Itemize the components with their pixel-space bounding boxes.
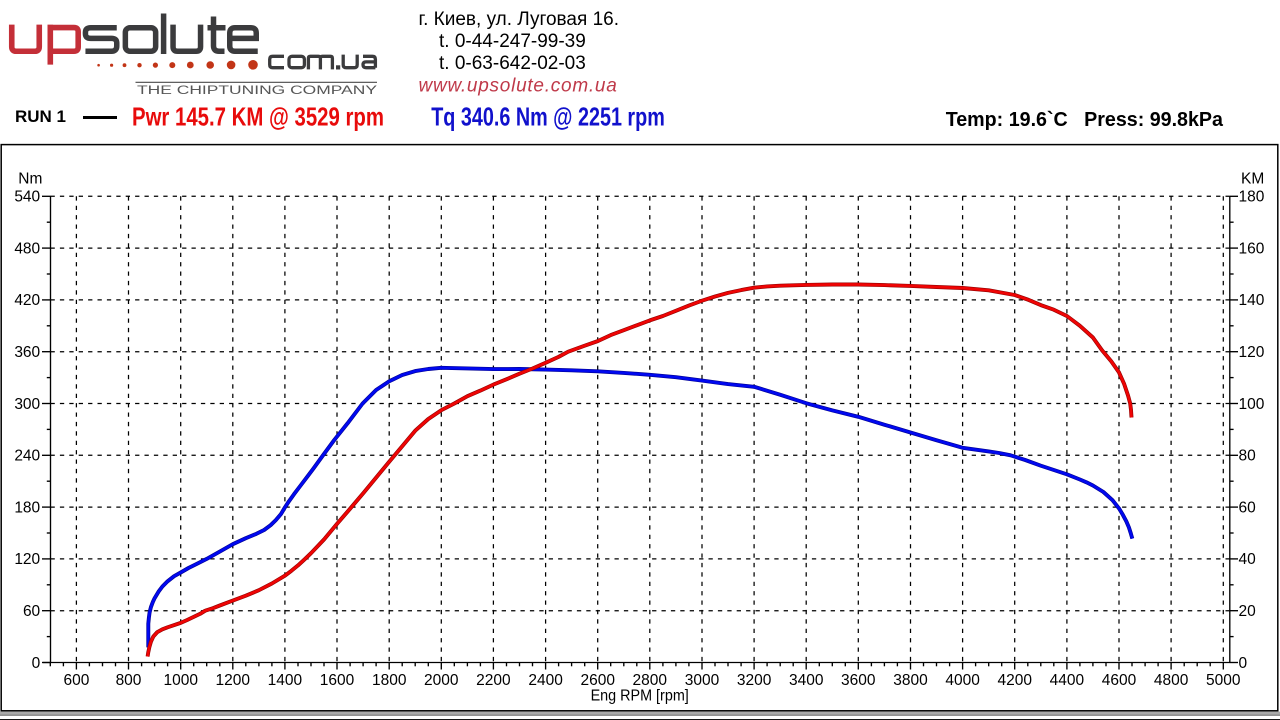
svg-text:3000: 3000 — [685, 672, 720, 689]
svg-text:0: 0 — [32, 655, 41, 672]
svg-text:2000: 2000 — [424, 672, 459, 689]
svg-text:2200: 2200 — [476, 672, 511, 689]
svg-text:2800: 2800 — [633, 672, 668, 689]
svg-text:KM: KM — [1241, 171, 1264, 188]
svg-text:t. 0-63-642-02-03: t. 0-63-642-02-03 — [439, 53, 586, 74]
svg-text:360: 360 — [14, 344, 40, 361]
svg-text:120: 120 — [1239, 344, 1265, 361]
svg-text:t. 0-44-247-99-39: t. 0-44-247-99-39 — [439, 31, 586, 52]
svg-text:160: 160 — [1239, 240, 1265, 257]
svg-text:240: 240 — [14, 448, 40, 465]
svg-text:60: 60 — [23, 603, 41, 620]
svg-text:1400: 1400 — [268, 672, 303, 689]
svg-text:80: 80 — [1239, 448, 1257, 465]
svg-text:540: 540 — [14, 189, 40, 206]
svg-text:3600: 3600 — [841, 672, 876, 689]
svg-text:140: 140 — [1239, 292, 1265, 309]
svg-text:100: 100 — [1239, 396, 1265, 413]
svg-text:Temp: 19.6`C Press: 99.8kPa: Temp: 19.6`C Press: 99.8kPa — [946, 109, 1224, 131]
svg-text:1600: 1600 — [320, 672, 355, 689]
svg-text:300: 300 — [14, 396, 40, 413]
svg-text:3800: 3800 — [893, 672, 928, 689]
svg-text:г. Киев, ул. Луговая 16.: г. Киев, ул. Луговая 16. — [419, 9, 619, 30]
svg-text:600: 600 — [63, 672, 89, 689]
svg-text:4000: 4000 — [945, 672, 980, 689]
svg-text:Pwr 145.7 KM @ 3529 rpm: Pwr 145.7 KM @ 3529 rpm — [132, 101, 384, 131]
svg-text:RUN 1: RUN 1 — [15, 107, 66, 126]
svg-text:Tq 340.6 Nm @ 2251 rpm: Tq 340.6 Nm @ 2251 rpm — [431, 101, 665, 131]
svg-text:180: 180 — [14, 499, 40, 516]
svg-text:4600: 4600 — [1102, 672, 1137, 689]
svg-text:0: 0 — [1239, 655, 1248, 672]
svg-text:Nm: Nm — [18, 171, 42, 188]
svg-text:2600: 2600 — [580, 672, 615, 689]
svg-text:4400: 4400 — [1050, 672, 1085, 689]
svg-text:4200: 4200 — [997, 672, 1032, 689]
svg-text:Eng RPM [rpm]: Eng RPM [rpm] — [591, 688, 689, 705]
svg-text:1000: 1000 — [163, 672, 198, 689]
svg-text:800: 800 — [116, 672, 142, 689]
svg-text:3200: 3200 — [737, 672, 772, 689]
svg-text:20: 20 — [1239, 603, 1257, 620]
svg-text:3400: 3400 — [789, 672, 824, 689]
svg-text:2400: 2400 — [528, 672, 563, 689]
svg-text:4800: 4800 — [1154, 672, 1189, 689]
svg-text:5000: 5000 — [1206, 672, 1241, 689]
svg-text:420: 420 — [14, 292, 40, 309]
svg-text:www.upsolute.com.ua: www.upsolute.com.ua — [419, 76, 618, 97]
svg-text:THE CHIPTUNING COMPANY: THE CHIPTUNING COMPANY — [137, 83, 377, 97]
svg-text:40: 40 — [1239, 551, 1257, 568]
svg-text:480: 480 — [14, 240, 40, 257]
svg-text:180: 180 — [1239, 189, 1265, 206]
svg-text:1200: 1200 — [216, 672, 251, 689]
svg-text:1800: 1800 — [372, 672, 407, 689]
svg-text:120: 120 — [14, 551, 40, 568]
svg-text:60: 60 — [1239, 499, 1257, 516]
